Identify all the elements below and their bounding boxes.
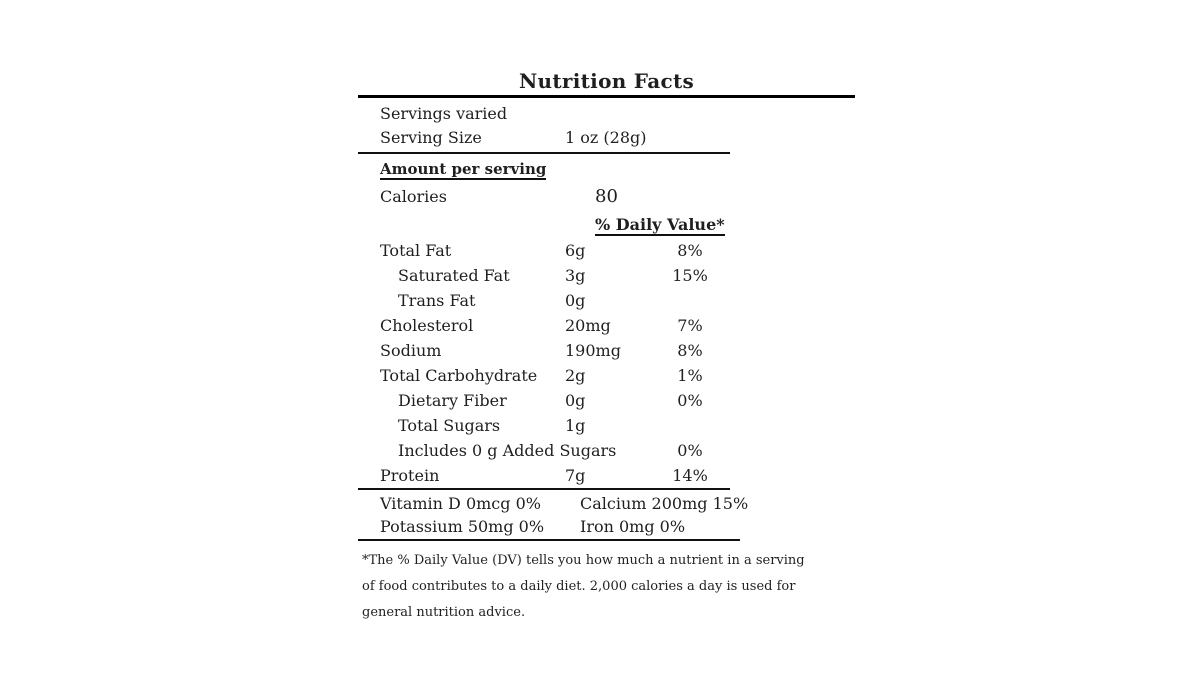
calories-row: Calories 80 — [380, 186, 855, 208]
vitamin-d-value: Vitamin D 0mcg 0% — [380, 494, 541, 513]
table-row-trans-fat: Trans Fat 0g — [398, 291, 586, 310]
table-row-total-sugars: Total Sugars 1g — [398, 416, 586, 435]
potassium-value: Potassium 50mg 0% — [380, 517, 545, 536]
footnote-line: of food contributes to a daily diet. 2,0… — [362, 579, 796, 594]
serving-size-label: Serving Size — [380, 128, 482, 147]
serving-size-row: Serving Size 1 oz (28g) — [380, 126, 730, 150]
table-row-saturated-fat: Saturated Fat 3g 15% — [398, 266, 708, 285]
calories-value: 80 — [595, 186, 618, 207]
footnote-line: *The % Daily Value (DV) tells you how mu… — [362, 553, 805, 568]
table-row-sodium: Sodium 190mg 8% — [380, 341, 703, 360]
nutrition-facts-label: Nutrition Facts Servings varied Serving … — [358, 66, 855, 626]
table-row-cholesterol: Cholesterol 20mg 7% — [380, 316, 703, 335]
iron-value: Iron 0mg 0% — [580, 517, 686, 536]
table-row-dietary-fiber: Dietary Fiber 0g 0% — [398, 391, 703, 410]
table-row-protein: Protein 7g 14% — [380, 466, 708, 485]
nutrition-facts-title: Nutrition Facts — [358, 66, 855, 98]
servings-varied-row: Servings varied — [380, 104, 508, 123]
serving-info-block: Servings varied Serving Size 1 oz (28g) — [358, 98, 730, 154]
daily-value-footnote: *The % Daily Value (DV) tells you how mu… — [362, 548, 842, 626]
table-row-total-fat: Total Fat 6g 8% — [380, 241, 703, 260]
serving-size-value: 1 oz (28g) — [565, 128, 647, 147]
table-row-potassium-iron: Potassium 50mg 0% Iron 0mg 0% — [380, 515, 740, 538]
nutrient-table: Total Fat 6g 8% Saturated Fat 3g 15% Tra… — [358, 238, 730, 490]
amount-per-serving-heading: Amount per serving — [380, 160, 547, 180]
micronutrient-table: Vitamin D 0mcg 0% Calcium 200mg 15% Pota… — [358, 490, 748, 541]
calcium-value: Calcium 200mg 15% — [580, 494, 749, 513]
footnote-line: general nutrition advice. — [362, 605, 526, 620]
table-row-vitamind-calcium: Vitamin D 0mcg 0% Calcium 200mg 15% — [380, 492, 748, 515]
table-row-total-carbohydrate: Total Carbohydrate 2g 1% — [380, 366, 703, 385]
daily-value-header: % Daily Value* — [595, 215, 725, 236]
calories-label: Calories — [380, 187, 447, 206]
table-row-added-sugars: Includes 0 g Added Sugars 0% — [398, 441, 703, 460]
